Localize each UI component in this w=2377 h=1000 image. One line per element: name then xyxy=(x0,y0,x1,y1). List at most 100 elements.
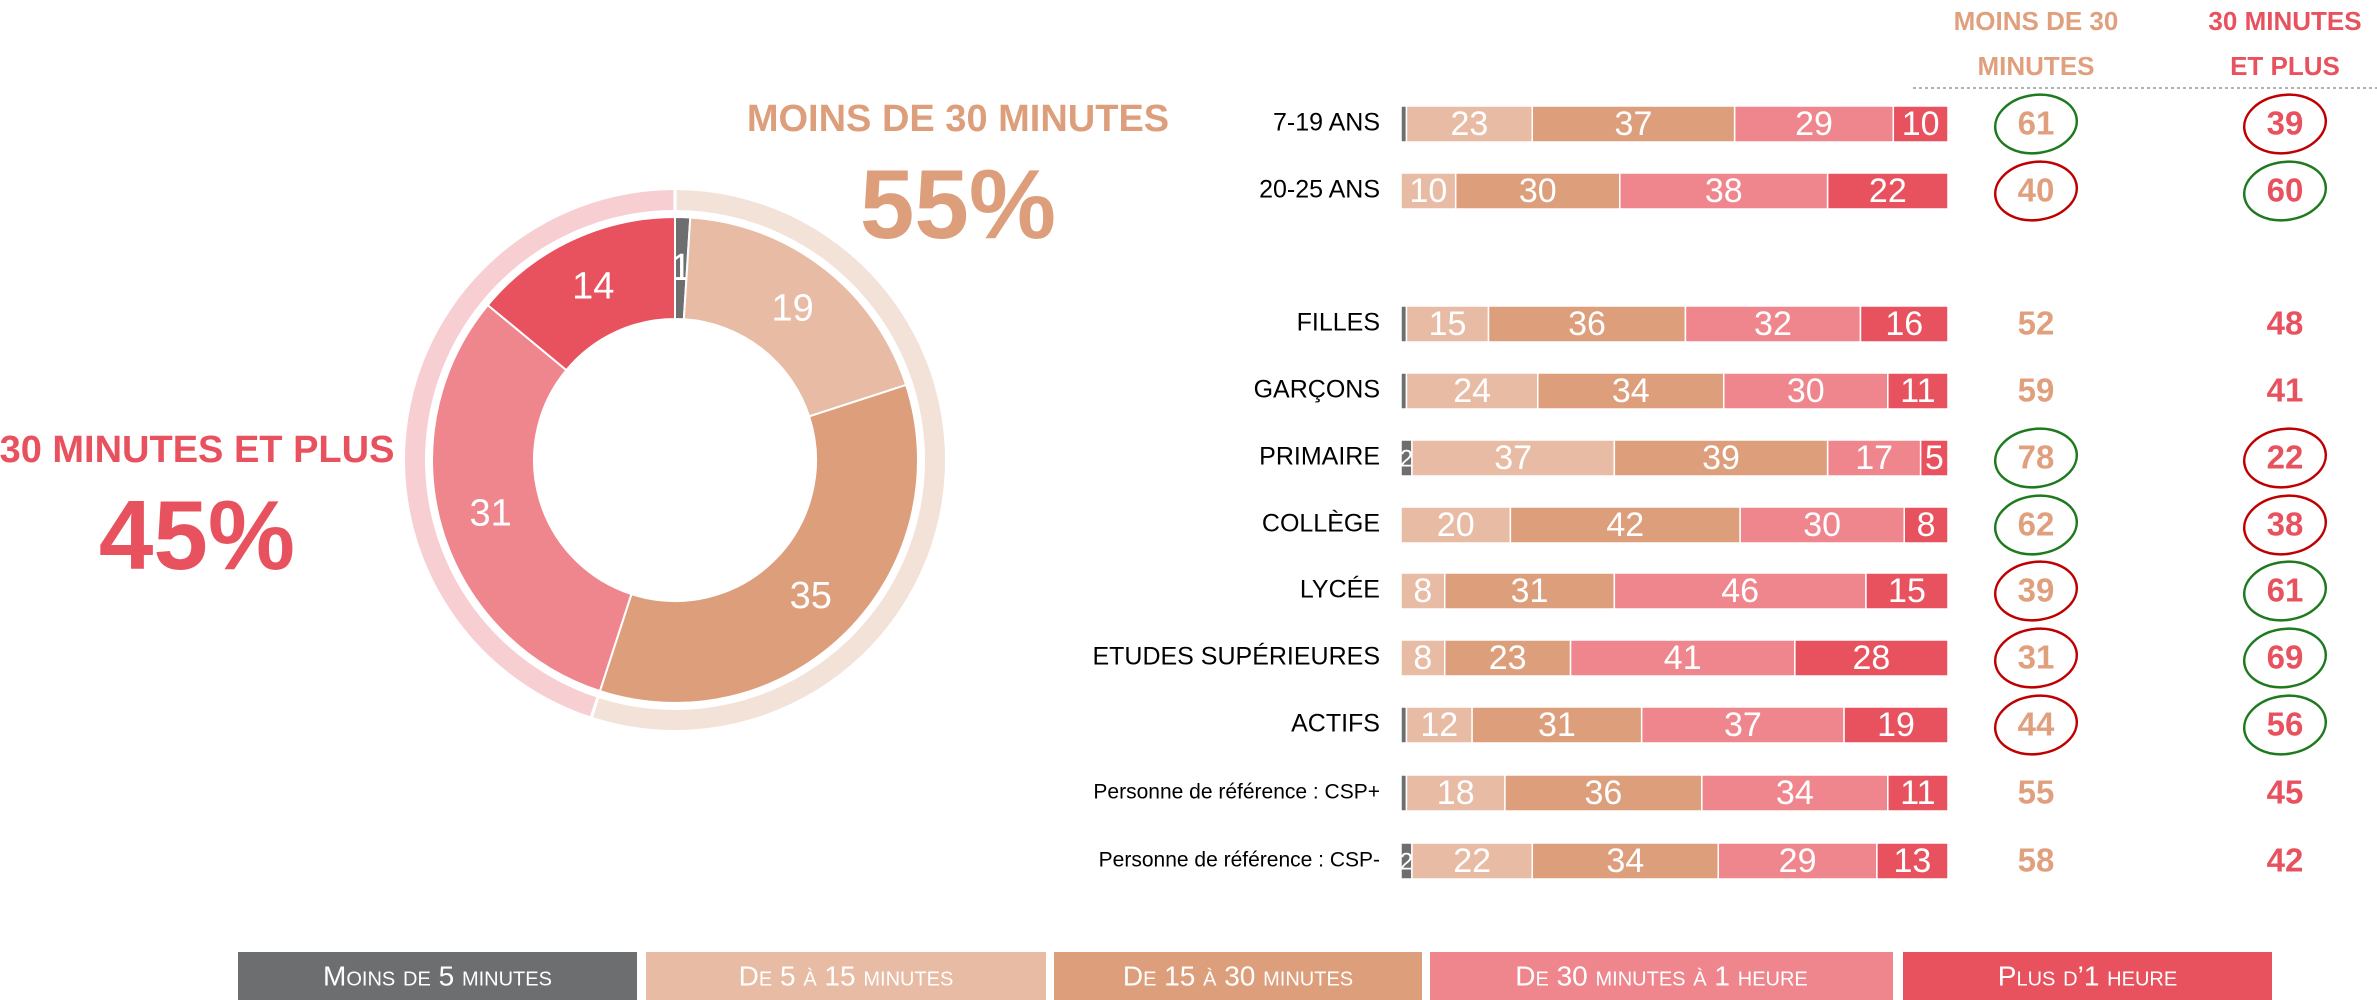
summary-value: 45 xyxy=(2267,774,2304,811)
highlight-circle xyxy=(1993,494,2079,556)
segment-label: 10 xyxy=(1409,172,1447,210)
group-value: 45% xyxy=(99,480,295,590)
highlight-circle xyxy=(2242,427,2328,489)
bar-segment xyxy=(1487,305,1687,343)
summary-header: MINUTES xyxy=(1978,51,2095,81)
segment-label: 46 xyxy=(1721,572,1759,610)
bar-segment xyxy=(1843,706,1949,744)
summary-value: 56 xyxy=(2267,706,2304,743)
category-label: PRIMAIRE xyxy=(1259,443,1380,471)
bar-segment xyxy=(1826,172,1949,210)
legend-box xyxy=(1903,952,2272,1000)
segment-label: 37 xyxy=(1615,105,1653,143)
category-label: 20-25 ANS xyxy=(1259,176,1380,204)
slice-label: 19 xyxy=(772,287,814,329)
legend-box xyxy=(1054,952,1422,1000)
category-label: FILLES xyxy=(1297,309,1380,337)
segment-label: 13 xyxy=(1894,842,1932,880)
summary-value: 39 xyxy=(2018,572,2055,609)
bar-segment xyxy=(1400,572,1446,610)
bar-segment xyxy=(1400,105,1408,143)
summary-value: 59 xyxy=(2018,372,2055,409)
bar-segment xyxy=(1887,372,1949,410)
bar-segment xyxy=(1865,572,1949,610)
legend-box xyxy=(238,952,637,1000)
highlight-circle xyxy=(1993,160,2079,222)
segment-label: 11 xyxy=(1900,372,1935,410)
segment-label: 15 xyxy=(1888,572,1926,610)
donut-slice xyxy=(682,216,908,418)
group-value: 55% xyxy=(860,149,1056,259)
bar-segment xyxy=(1405,706,1473,744)
summary-value: 39 xyxy=(2267,105,2304,142)
summary-header: ET PLUS xyxy=(2230,51,2340,81)
bar-segment xyxy=(1405,305,1490,343)
highlight-circle xyxy=(1993,560,2079,622)
summary-value: 42 xyxy=(2267,842,2304,879)
bar-segment xyxy=(1504,774,1703,812)
bar-segment xyxy=(1619,172,1829,210)
bar-segment xyxy=(1531,105,1736,143)
legend-label: Moins de 5 minutes xyxy=(323,960,552,991)
bar-segment xyxy=(1640,706,1845,744)
summary-value: 41 xyxy=(2267,372,2304,409)
segment-label: 31 xyxy=(1511,572,1549,610)
legend-label: De 5 à 15 minutes xyxy=(739,960,954,991)
segment-label: 28 xyxy=(1853,639,1891,677)
highlight-circle xyxy=(2242,494,2328,556)
summary-value: 40 xyxy=(2018,172,2055,209)
bar-segment xyxy=(1471,706,1643,744)
bar-segment xyxy=(1892,105,1949,143)
bar-segment xyxy=(1794,639,1949,677)
highlight-circle xyxy=(1993,93,2079,155)
summary-value: 60 xyxy=(2267,172,2304,209)
summary-value: 31 xyxy=(2018,639,2055,676)
bar-segment xyxy=(1411,842,1534,880)
segment-label: 42 xyxy=(1606,506,1644,544)
segment-label: 32 xyxy=(1754,305,1792,343)
bar-segment xyxy=(1722,372,1889,410)
segment-label: 2 xyxy=(1400,848,1413,875)
bar-segment xyxy=(1405,105,1534,143)
segment-label: 17 xyxy=(1855,439,1893,477)
summary-value: 62 xyxy=(2018,506,2055,543)
segment-label: 30 xyxy=(1803,506,1841,544)
summary-value: 38 xyxy=(2267,506,2304,543)
bar-segment xyxy=(1400,506,1512,544)
segment-label: 22 xyxy=(1453,842,1491,880)
summary-header: 30 MINUTES xyxy=(2208,6,2361,36)
bar-segment xyxy=(1400,172,1457,210)
summary-value: 58 xyxy=(2018,842,2055,879)
segment-label: 37 xyxy=(1494,439,1532,477)
highlight-circle xyxy=(2242,560,2328,622)
donut-slice xyxy=(598,383,919,704)
segment-label: 19 xyxy=(1877,706,1915,744)
segment-label: 24 xyxy=(1453,372,1491,410)
segment-label: 12 xyxy=(1420,706,1458,744)
legend-box xyxy=(1430,952,1893,1000)
bar-segment xyxy=(1887,774,1949,812)
donut-slice xyxy=(486,215,676,372)
segment-label: 29 xyxy=(1779,842,1817,880)
segment-label: 37 xyxy=(1724,706,1762,744)
summary-header: MOINS DE 30 xyxy=(1954,6,2119,36)
segment-label: 22 xyxy=(1869,172,1907,210)
category-label: ETUDES SUPÉRIEURES xyxy=(1092,642,1380,671)
segment-label: 15 xyxy=(1429,305,1467,343)
bar-segment xyxy=(1400,372,1408,410)
summary-value: 48 xyxy=(2267,305,2304,342)
segment-label: 11 xyxy=(1900,774,1935,812)
highlight-circle xyxy=(1993,694,2079,756)
segment-label: 36 xyxy=(1568,305,1606,343)
bar-segment xyxy=(1400,706,1408,744)
summary-value: 69 xyxy=(2267,639,2304,676)
bar-segment xyxy=(1919,439,1949,477)
bar-segment xyxy=(1405,774,1506,812)
segment-label: 34 xyxy=(1612,372,1650,410)
bar-segment xyxy=(1509,506,1741,544)
legend-box xyxy=(646,952,1046,1000)
highlight-circle xyxy=(1993,427,2079,489)
summary-value: 52 xyxy=(2018,305,2055,342)
segment-label: 23 xyxy=(1450,105,1488,143)
